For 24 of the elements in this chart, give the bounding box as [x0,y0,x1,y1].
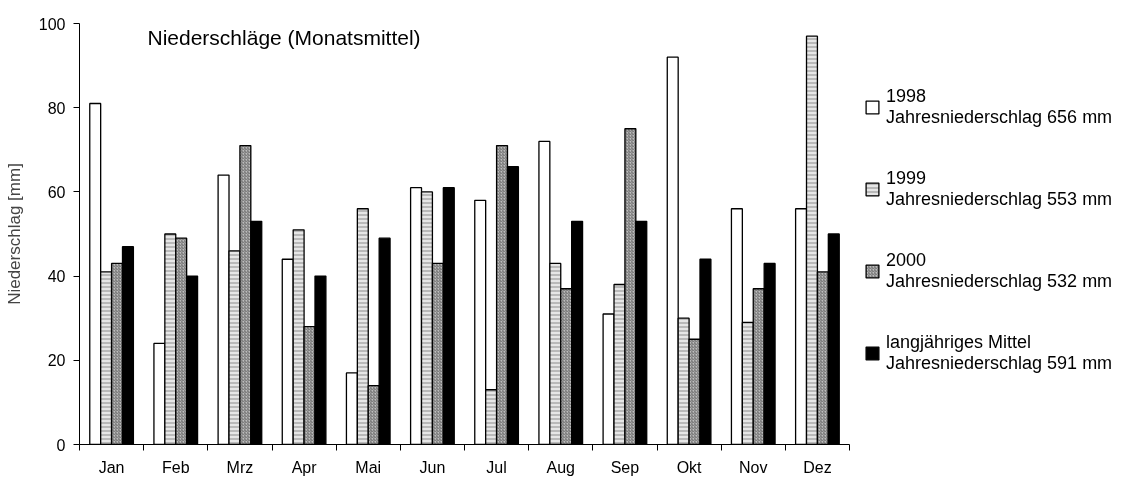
x-tick-label: Apr [291,458,318,476]
x-tick-label: Nov [739,458,768,476]
x-tick-label: Okt [676,458,703,476]
x-tick-label: Mrz [226,458,254,476]
x-tick-label: Feb [161,458,190,476]
y-tick-label: 80 [47,99,66,117]
chart-title: Niederschläge (Monatsmittel) [147,26,421,49]
y-tick-label: 20 [47,352,66,370]
y-axis-title: Niederschlag [mm] [4,163,24,305]
x-tick-label: Mai [355,458,382,476]
legend-label: langjähriges Mittel Jahresniederschlag 591 mm [886,332,1113,374]
legend-label: 2000 Jahresniederschlag 532 mm [886,250,1113,292]
x-tick-label: Sep [610,458,640,476]
legend-label: 1998 Jahresniederschlag 656 mm [886,86,1113,128]
x-tick-label: Jun [419,458,446,476]
x-tick-label: Jul [486,458,507,476]
x-tick-label: Jan [98,458,125,476]
y-tick-label: 60 [47,183,66,201]
y-tick-label: 100 [38,15,66,33]
y-tick-label: 0 [56,436,66,454]
y-tick-label: 40 [47,268,66,286]
x-tick-label: Dez [803,458,832,476]
x-tick-label: Aug [546,458,575,476]
legend-label: 1999 Jahresniederschlag 553 mm [886,168,1113,210]
